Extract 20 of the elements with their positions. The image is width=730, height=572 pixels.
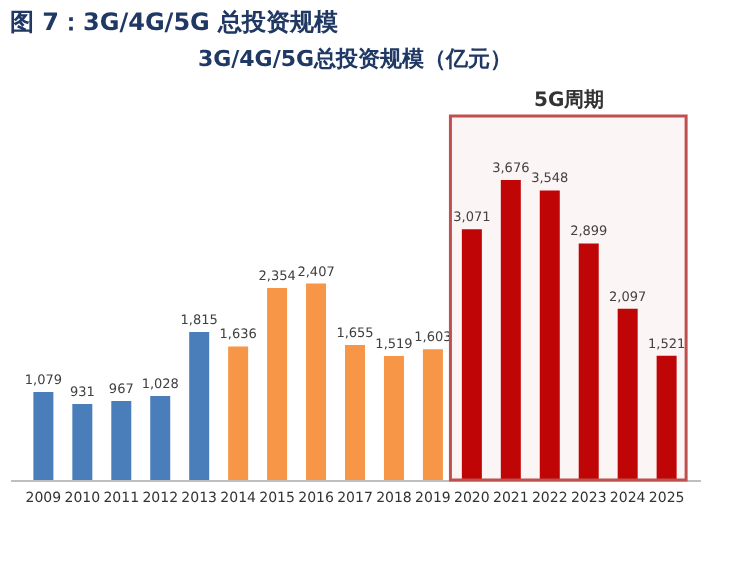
bar xyxy=(422,349,443,480)
bar xyxy=(72,404,93,480)
bar xyxy=(111,401,132,480)
bar xyxy=(539,190,560,480)
bar xyxy=(345,344,365,480)
bar xyxy=(656,355,677,480)
bar xyxy=(306,283,327,480)
band-label: 5G周期 xyxy=(534,88,605,112)
chart-title: 图 7：3G/4G/5G 总投资规模 xyxy=(10,8,339,36)
bar xyxy=(228,346,249,480)
chart-subtitle: 3G/4G/5G总投资规模（亿元） xyxy=(197,46,513,72)
bar xyxy=(500,180,521,480)
bar xyxy=(267,287,288,480)
bar xyxy=(189,331,210,480)
bar xyxy=(578,243,599,480)
bar xyxy=(383,356,404,480)
bar xyxy=(150,396,171,480)
bar xyxy=(617,308,638,480)
bar xyxy=(33,391,54,480)
bar xyxy=(461,229,482,480)
